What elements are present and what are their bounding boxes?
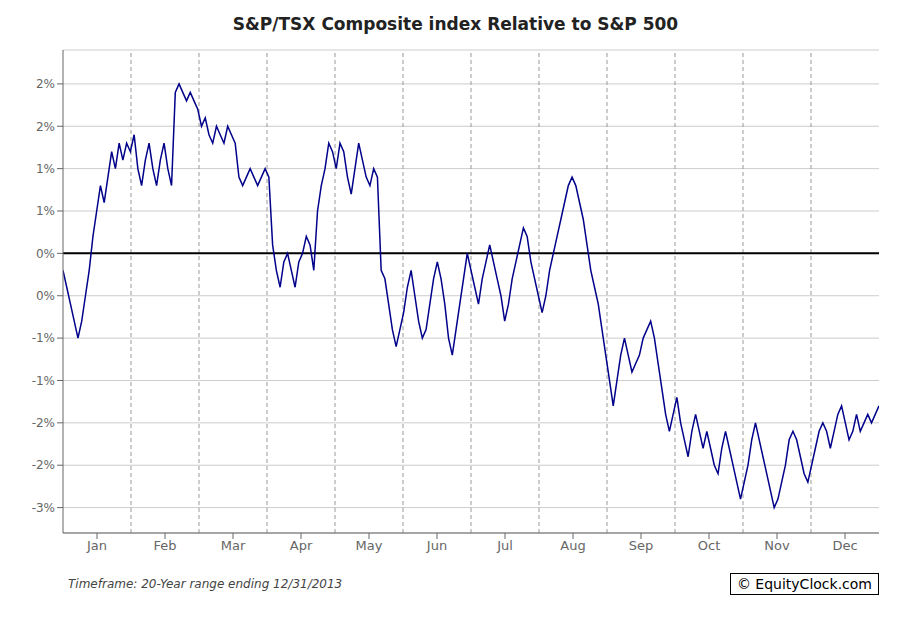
svg-text:Aug: Aug xyxy=(560,538,585,553)
svg-text:Oct: Oct xyxy=(698,538,720,553)
svg-text:1%: 1% xyxy=(36,204,55,218)
svg-text:Feb: Feb xyxy=(153,538,176,553)
svg-text:-1%: -1% xyxy=(32,331,55,345)
svg-text:May: May xyxy=(356,538,383,553)
svg-text:Dec: Dec xyxy=(832,538,857,553)
svg-text:-2%: -2% xyxy=(32,458,55,472)
svg-text:0%: 0% xyxy=(36,247,55,261)
svg-text:-1%: -1% xyxy=(32,374,55,388)
svg-text:-3%: -3% xyxy=(32,501,55,515)
svg-text:-2%: -2% xyxy=(32,416,55,430)
html-text:Timeframe: 20-Year range endin: Timeframe: 20-Year range ending 12/31/20… xyxy=(68,577,343,591)
svg-text:Jan: Jan xyxy=(86,538,107,553)
html-text:© EquityClock.com: © EquityClock.com xyxy=(736,576,872,592)
svg-text:2%: 2% xyxy=(36,120,55,134)
svg-text:2%: 2% xyxy=(36,77,55,91)
svg-text:1%: 1% xyxy=(36,162,55,176)
html-text:S&P/TSX Composite index Relati: S&P/TSX Composite index Relative to S&P … xyxy=(232,14,679,34)
svg-text:Jul: Jul xyxy=(496,538,513,553)
svg-text:Sep: Sep xyxy=(629,538,654,553)
svg-text:Apr: Apr xyxy=(290,538,313,553)
svg-text:Jun: Jun xyxy=(426,538,447,553)
svg-text:0%: 0% xyxy=(36,289,55,303)
svg-text:Nov: Nov xyxy=(764,538,790,553)
svg-text:Mar: Mar xyxy=(221,538,246,553)
